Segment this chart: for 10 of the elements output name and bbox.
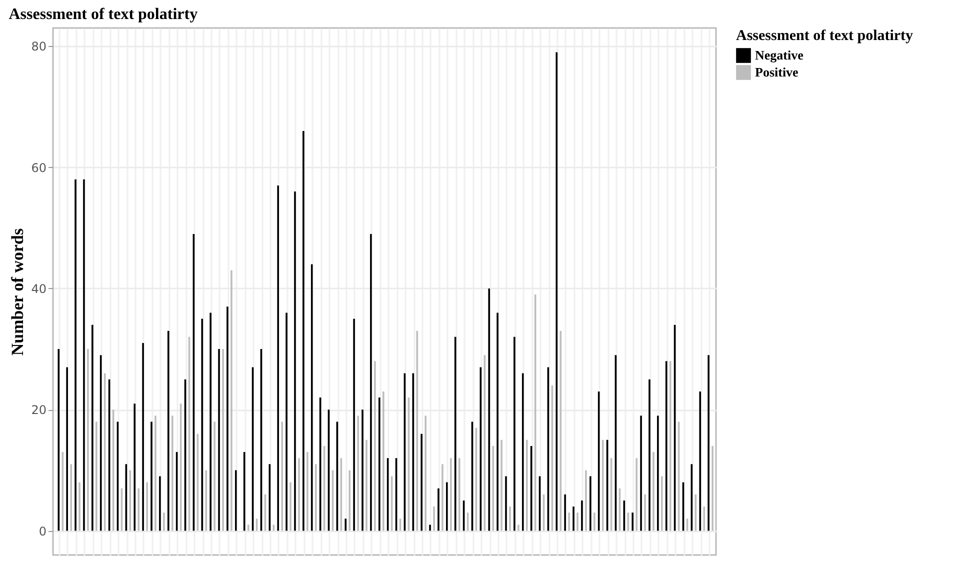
legend-label: Positive xyxy=(755,64,799,80)
y-tick-label: 0 xyxy=(38,524,46,538)
chart-title: Assessment of text polatirty xyxy=(8,6,198,23)
legend-title: Assessment of text polatirty xyxy=(736,28,914,44)
y-tick-label: 80 xyxy=(31,40,46,54)
y-tick-label: 20 xyxy=(31,403,46,418)
y-tick-label: 60 xyxy=(31,160,46,175)
y-axis-title: Number of words xyxy=(8,228,28,356)
y-tick-label: 40 xyxy=(31,282,46,296)
legend-label: Negative xyxy=(755,48,804,62)
